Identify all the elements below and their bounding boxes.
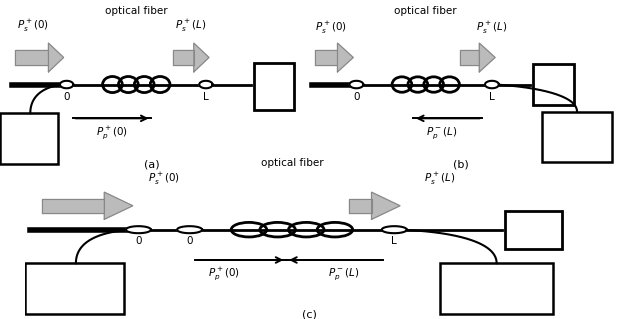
- Text: $P_p^-(L)$: $P_p^-(L)$: [426, 126, 457, 141]
- Polygon shape: [48, 43, 64, 72]
- Text: RX: RX: [265, 80, 283, 93]
- Bar: [533, 64, 574, 105]
- Text: Lasers: Lasers: [560, 142, 594, 152]
- Text: $P_p^+(0)$: $P_p^+(0)$: [96, 124, 128, 141]
- Polygon shape: [460, 50, 480, 65]
- Polygon shape: [194, 43, 209, 72]
- Bar: [543, 112, 612, 162]
- Bar: [440, 263, 554, 314]
- Text: Lasers: Lasers: [12, 144, 46, 154]
- Text: Pump: Pump: [60, 277, 89, 287]
- Text: L: L: [489, 92, 495, 102]
- Text: $P_s^+(L)$: $P_s^+(L)$: [476, 19, 507, 35]
- Text: Pump: Pump: [562, 125, 592, 135]
- Text: Lasers: Lasers: [480, 294, 514, 304]
- Polygon shape: [15, 50, 48, 65]
- Bar: [255, 63, 294, 110]
- Text: $P_s^+(0)$: $P_s^+(0)$: [315, 19, 347, 35]
- Text: Pump: Pump: [14, 127, 43, 137]
- Polygon shape: [349, 81, 363, 88]
- Text: (b): (b): [452, 160, 468, 169]
- Bar: [25, 263, 124, 314]
- Polygon shape: [172, 50, 194, 65]
- Text: $P_p^-(L)$: $P_p^-(L)$: [328, 266, 358, 282]
- Text: optical fiber: optical fiber: [394, 5, 457, 16]
- Text: Pump: Pump: [482, 277, 511, 287]
- Polygon shape: [42, 198, 104, 213]
- Polygon shape: [382, 226, 407, 233]
- Bar: [0, 113, 57, 164]
- Text: Lasers: Lasers: [57, 294, 91, 304]
- Polygon shape: [177, 226, 202, 233]
- Text: optical fiber: optical fiber: [261, 158, 323, 168]
- Text: $P_p^+(0)$: $P_p^+(0)$: [208, 265, 240, 282]
- Polygon shape: [126, 226, 151, 233]
- Polygon shape: [315, 50, 337, 65]
- Polygon shape: [371, 192, 400, 219]
- Text: $P_s^+(0)$: $P_s^+(0)$: [17, 18, 49, 34]
- Text: $P_s^+(0)$: $P_s^+(0)$: [148, 171, 180, 187]
- Text: RX: RX: [544, 78, 562, 91]
- Polygon shape: [199, 81, 213, 88]
- Text: 0: 0: [135, 236, 142, 246]
- Polygon shape: [60, 81, 74, 88]
- Polygon shape: [349, 198, 371, 213]
- Text: (a): (a): [143, 160, 159, 169]
- Bar: [505, 211, 562, 249]
- Polygon shape: [485, 81, 499, 88]
- Text: $P_s^+(L)$: $P_s^+(L)$: [424, 171, 455, 187]
- Text: 0: 0: [187, 236, 193, 246]
- Text: 0: 0: [353, 92, 360, 102]
- Text: 0: 0: [64, 92, 70, 102]
- Text: (c): (c): [302, 309, 316, 319]
- Text: RX: RX: [525, 223, 542, 236]
- Text: optical fiber: optical fiber: [105, 5, 167, 16]
- Polygon shape: [480, 43, 495, 72]
- Text: L: L: [203, 92, 209, 102]
- Polygon shape: [104, 192, 133, 219]
- Text: $P_s^+(L)$: $P_s^+(L)$: [175, 18, 206, 34]
- Polygon shape: [337, 43, 353, 72]
- Text: L: L: [391, 236, 397, 246]
